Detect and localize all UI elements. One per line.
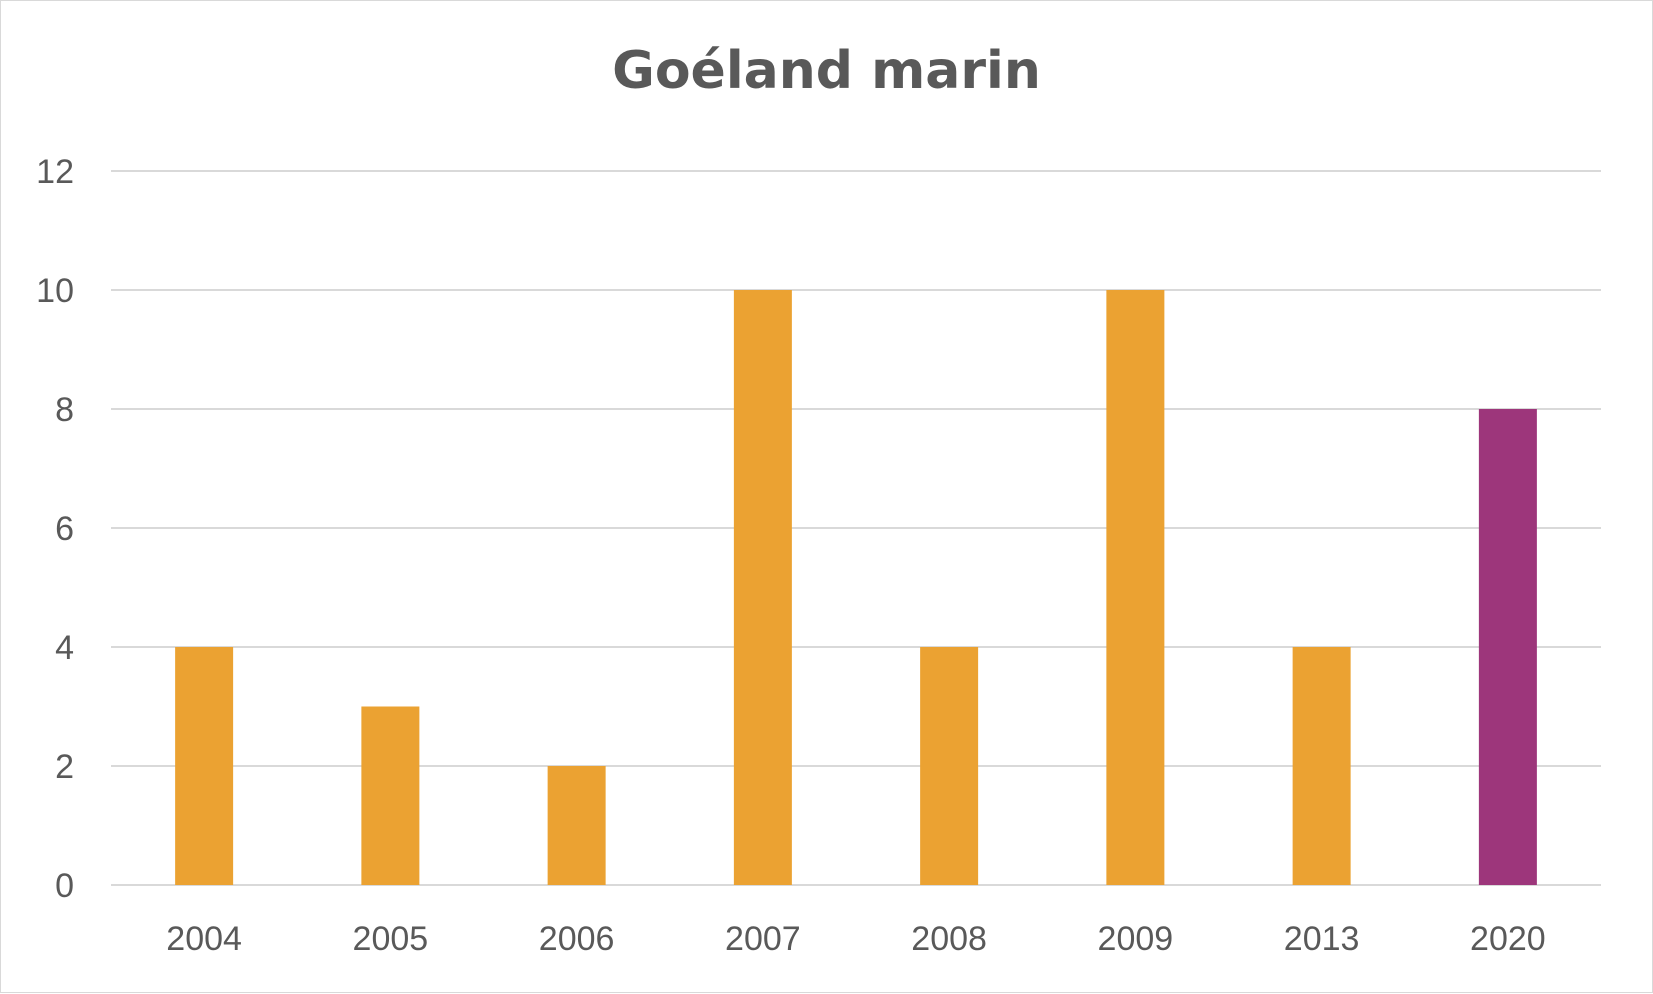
x-axis-tick-labels: 2004 2005 2006 2007 2008 2009 2013 2020 <box>166 920 1545 958</box>
gridlines <box>111 170 1601 886</box>
chart-title: Goéland marin <box>612 41 1041 101</box>
y-tick-label: 4 <box>55 629 74 667</box>
x-tick-label: 2006 <box>539 920 615 958</box>
x-tick-label: 2013 <box>1284 920 1360 958</box>
bar-2013 <box>1292 647 1351 885</box>
bar-2008 <box>920 647 979 885</box>
bar-2009 <box>1106 290 1165 885</box>
y-tick-label: 0 <box>55 867 74 905</box>
x-tick-label: 2007 <box>725 920 801 958</box>
x-tick-label: 2009 <box>1098 920 1174 958</box>
bar-2006 <box>547 766 606 885</box>
bar-2005 <box>361 706 420 885</box>
y-tick-label: 6 <box>55 510 74 548</box>
x-tick-label: 2008 <box>911 920 987 958</box>
y-axis-tick-labels: 0 2 4 6 8 10 12 <box>36 153 74 905</box>
x-tick-label: 2005 <box>353 920 429 958</box>
y-tick-label: 10 <box>36 272 74 310</box>
y-tick-label: 12 <box>36 153 74 191</box>
x-tick-label: 2020 <box>1470 920 1546 958</box>
bar-2007 <box>733 290 792 885</box>
bar-2020 <box>1478 409 1537 885</box>
bar-2004 <box>175 647 234 885</box>
y-tick-label: 8 <box>55 391 74 429</box>
bars <box>175 290 1537 885</box>
x-tick-label: 2004 <box>166 920 242 958</box>
y-tick-label: 2 <box>55 748 74 786</box>
